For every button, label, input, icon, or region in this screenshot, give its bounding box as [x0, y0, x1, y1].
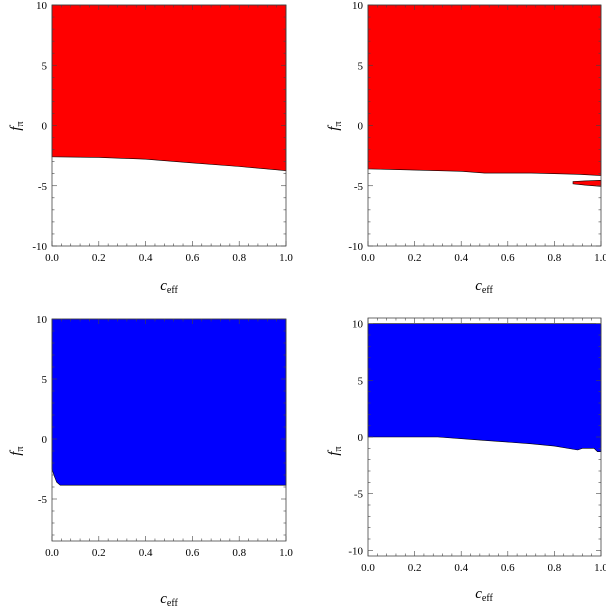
y-tick-label: 5: [42, 60, 48, 72]
y-tick-label: 5: [42, 374, 48, 386]
fill-region-2-0: [51, 318, 287, 486]
x-tick-label: 0.8: [548, 252, 562, 264]
x-axis-label: ceff: [160, 278, 178, 296]
fill-region-1-0: [367, 4, 602, 176]
y-tick-label: -5: [354, 489, 364, 501]
x-tick-label: 1.0: [594, 252, 606, 264]
x-axis-label: ceff: [160, 591, 178, 606]
y-axis-label: fπ: [8, 446, 26, 455]
x-tick-label: 0.2: [92, 547, 106, 559]
x-tick-label: 0.6: [501, 252, 515, 264]
y-tick-label: -5: [354, 181, 364, 193]
y-tick-label: 0: [358, 121, 364, 133]
x-tick-label: 0.0: [45, 252, 59, 264]
x-tick-label: 0.2: [408, 562, 422, 574]
y-tick-label: 0: [42, 434, 48, 446]
panel-bottom-right: 0.0 0.2 0.4 0.6 0.8 1.0 -10 -5 0 5 10 ceff fπ: [326, 317, 606, 604]
x-tick-label: 1.0: [279, 252, 293, 264]
panel-top-left: 0.0 0.2 0.4 0.6 0.8 1.0 -10 -5 0 5 10 ceff fπ: [8, 0, 293, 296]
y-tick-label: -10: [32, 241, 47, 253]
x-tick-label: 0.8: [232, 547, 246, 559]
y-tick-label: -5: [38, 494, 48, 506]
x-tick-label: 0.8: [232, 252, 246, 264]
fill-region-0-0: [51, 4, 287, 172]
panel-bottom-left: 0.0 0.2 0.4 0.6 0.8 1.0 -5 0 5 10 ceff fπ: [8, 314, 293, 606]
y-tick-label: 10: [352, 319, 364, 331]
plot-frame: [51, 318, 287, 542]
y-tick-label: -5: [38, 181, 48, 193]
x-tick-label: 0.0: [361, 562, 375, 574]
y-tick-label: 0: [358, 432, 364, 444]
x-tick-label: 1.0: [594, 562, 606, 574]
x-tick-label: 0.2: [408, 252, 422, 264]
y-tick-label: 5: [358, 60, 364, 72]
x-tick-label: 0.8: [548, 562, 562, 574]
y-tick-label: -10: [348, 241, 363, 253]
y-tick-label: 10: [352, 0, 364, 12]
y-tick-label: 10: [36, 0, 48, 12]
x-axis-label: ceff: [475, 278, 493, 296]
y-axis-label: fπ: [326, 446, 344, 455]
y-tick-label: -10: [348, 545, 363, 557]
x-tick-label: 0.6: [186, 547, 200, 559]
x-tick-label: 0.2: [92, 252, 106, 264]
y-axis-label: fπ: [326, 121, 344, 130]
panel-top-right: 0.0 0.2 0.4 0.6 0.8 1.0 -10 -5 0 5 10 ceff fπ: [326, 0, 606, 296]
x-tick-label: 0.4: [139, 252, 153, 264]
y-tick-label: 10: [36, 314, 48, 326]
x-tick-label: 0.6: [501, 562, 515, 574]
x-tick-label: 0.4: [454, 562, 468, 574]
y-tick-label: 0: [42, 121, 48, 133]
x-tick-label: 0.0: [45, 547, 59, 559]
x-tick-label: 0.4: [139, 547, 153, 559]
x-tick-label: 0.6: [186, 252, 200, 264]
x-axis-label: ceff: [475, 586, 493, 604]
y-axis-label: fπ: [8, 121, 26, 130]
y-tick-label: 5: [358, 375, 364, 387]
fill-region-3-0: [367, 323, 602, 453]
x-tick-label: 1.0: [279, 547, 293, 559]
x-tick-label: 0.0: [361, 252, 375, 264]
x-tick-label: 0.4: [454, 252, 468, 264]
